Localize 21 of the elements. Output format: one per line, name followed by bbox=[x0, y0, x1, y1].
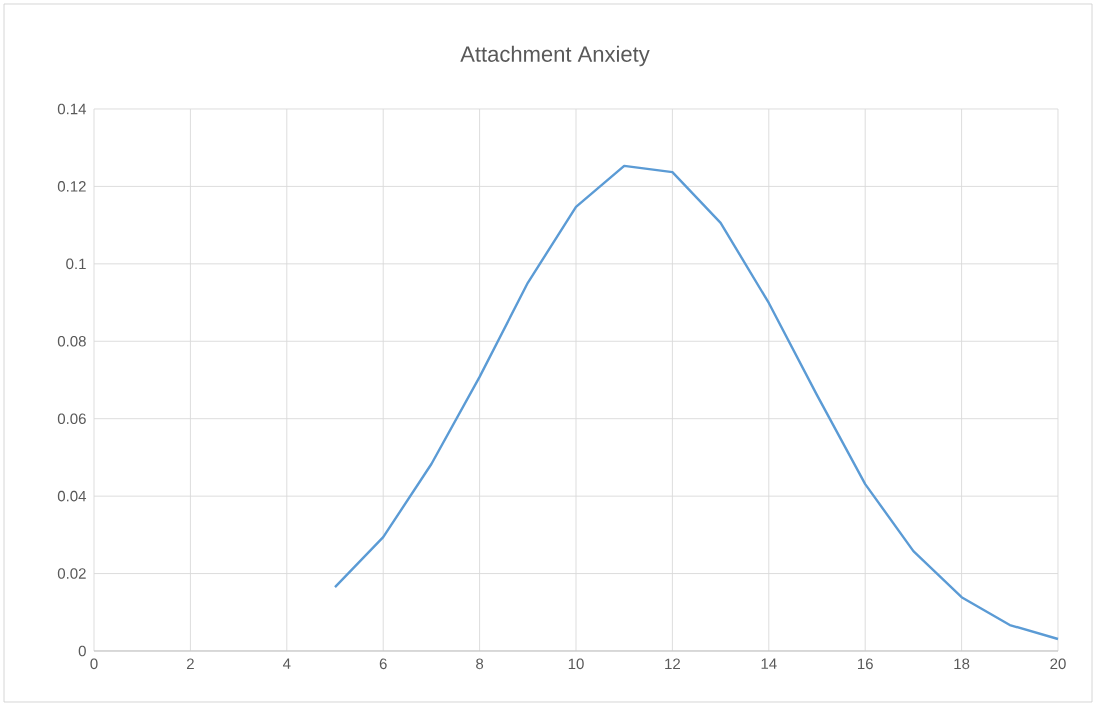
y-tick-label: 0 bbox=[78, 645, 86, 657]
y-tick-label: 0.1 bbox=[66, 258, 86, 270]
x-tick-label: 12 bbox=[665, 658, 680, 669]
chart-title: Attachment Anxiety bbox=[460, 45, 650, 67]
y-tick-label: 0.02 bbox=[57, 568, 86, 579]
y-tick-label: 0.14 bbox=[57, 103, 87, 115]
y-tick-label: 0.12 bbox=[57, 181, 86, 192]
x-tick-label: 18 bbox=[954, 658, 970, 670]
y-tick-label: 0.06 bbox=[57, 413, 86, 425]
x-tick-label: 8 bbox=[476, 658, 484, 670]
x-tick-label: 20 bbox=[1050, 658, 1066, 670]
y-tick-label: 0.04 bbox=[57, 490, 87, 502]
x-tick-label: 10 bbox=[568, 658, 584, 670]
line-series bbox=[333, 164, 1060, 641]
x-tick-label: 4 bbox=[282, 658, 291, 669]
x-tick-label: 2 bbox=[186, 658, 194, 669]
x-tick-label: 6 bbox=[379, 658, 387, 670]
x-tick-label: 14 bbox=[761, 658, 777, 669]
y-tick-label: 0.08 bbox=[57, 335, 86, 347]
x-tick-label: 16 bbox=[858, 658, 873, 670]
x-tick-label: 0 bbox=[90, 658, 98, 670]
